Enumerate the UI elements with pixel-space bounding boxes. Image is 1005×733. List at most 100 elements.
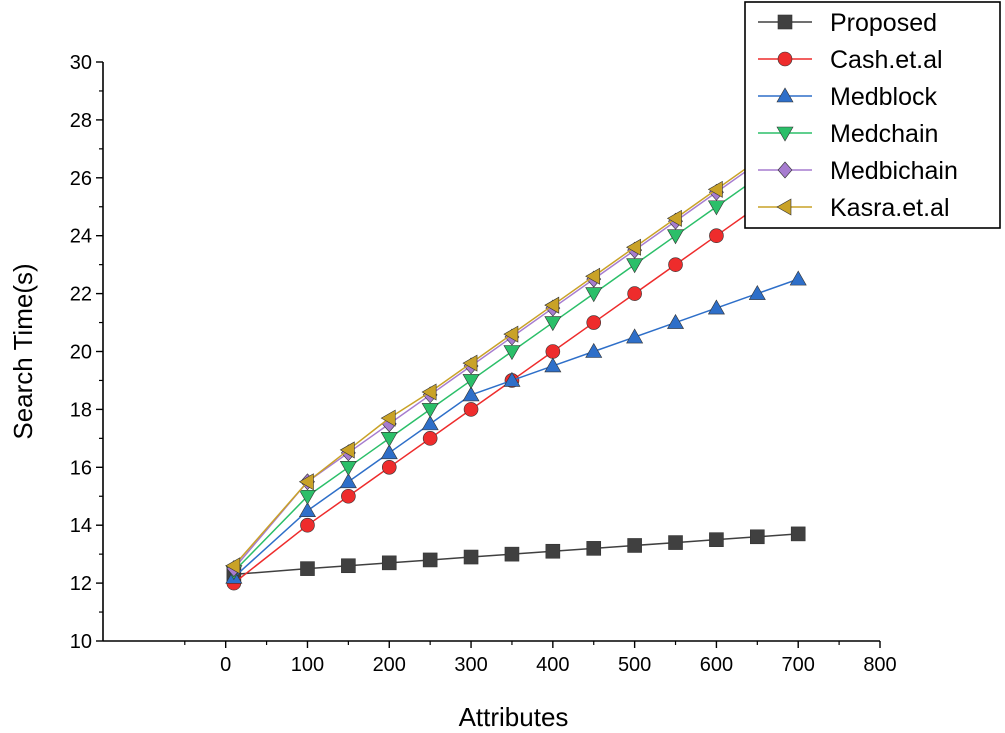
legend-label: Proposed [830,9,937,37]
legend-item: Medblock [758,83,937,111]
legend-item: Kasra.et.al [758,194,950,222]
data-point [750,529,765,545]
y-tick-label: 14 [70,515,92,537]
y-tick-label: 10 [70,631,92,653]
x-axis-title: Attributes [459,702,569,732]
data-point [422,552,438,568]
data-point [503,371,521,387]
x-tick-label: 800 [863,654,896,676]
data-point [668,257,683,272]
x-tick-label: 400 [536,654,569,676]
data-point [421,415,439,431]
data-point [380,432,398,447]
data-point [381,555,397,571]
x-tick-label: 600 [700,654,733,676]
legend-marker [777,14,793,30]
data-point [545,543,561,559]
data-point [709,532,724,547]
data-point [586,315,602,330]
data-point [421,383,437,401]
data-point [298,473,314,491]
y-axis-title: Search Time(s) [8,263,38,439]
x-tick-label: 700 [782,654,815,676]
legend-marker [776,198,792,216]
y-tick-label: 16 [70,457,92,479]
data-point [339,473,357,489]
data-point [789,270,807,286]
data-point [585,267,601,285]
data-point [544,316,562,332]
data-point [339,460,357,476]
y-tick-label: 24 [70,226,92,248]
data-point [627,538,642,553]
data-point [463,402,479,417]
legend-item: Proposed [758,9,937,37]
legend-marker [777,161,793,179]
legend-marker [776,126,794,142]
y-tick-label: 26 [70,168,92,190]
data-point [380,409,396,427]
series-medblock [225,270,807,584]
data-point [503,345,521,361]
series-proposed [226,526,806,582]
series-line [233,177,799,584]
data-point [586,541,602,556]
x-tick-label: 0 [220,654,231,676]
y-tick-label: 28 [70,110,92,132]
x-tick-label: 500 [618,654,651,676]
data-point [585,342,603,358]
data-point [790,526,806,542]
data-point [463,549,479,565]
data-point [503,325,519,343]
legend-item: Cash.et.al [758,46,943,74]
data-point [707,200,725,216]
data-point [544,296,560,314]
y-tick-label: 22 [70,284,92,306]
data-point [421,403,439,419]
data-point [707,299,725,315]
data-point [626,238,641,256]
data-point [668,535,683,550]
series-line [233,148,799,573]
legend-label: Medbichain [830,157,958,185]
data-point [300,561,315,576]
series-line [233,133,799,570]
y-tick-label: 20 [70,342,92,364]
y-tick-label: 12 [70,573,92,595]
legend-box [744,1,1001,229]
data-point [627,286,642,301]
data-point [504,546,520,562]
legend-item: Medchain [758,120,938,148]
data-point [667,229,685,245]
legend-marker [777,51,793,67]
data-point [462,354,478,372]
data-point [462,386,480,402]
series-layer [225,122,807,591]
legend: Proposed Cash.et.al Medblock Medchain Medbic… [744,1,1001,229]
data-point [666,209,682,227]
data-point [585,287,603,303]
legend-marker [776,87,794,103]
data-point [300,517,315,533]
x-tick-label: 300 [454,654,487,676]
series-line [233,278,799,578]
y-tick-label: 18 [70,399,92,421]
series-line [233,130,799,567]
y-tick-label: 30 [70,52,92,74]
data-point [341,488,356,504]
data-point [748,284,766,300]
data-point [545,344,561,359]
legend-label: Medblock [830,83,937,111]
data-point [225,557,241,575]
data-point [298,502,316,518]
data-point [667,313,685,329]
data-point [544,357,562,373]
data-point [709,228,724,243]
legend-label: Kasra.et.al [830,194,950,222]
x-tick-label: 100 [291,654,324,676]
data-point [462,374,480,390]
x-tick-label: 200 [373,654,406,676]
data-point [626,258,644,274]
legend-label: Cash.et.al [830,46,943,74]
